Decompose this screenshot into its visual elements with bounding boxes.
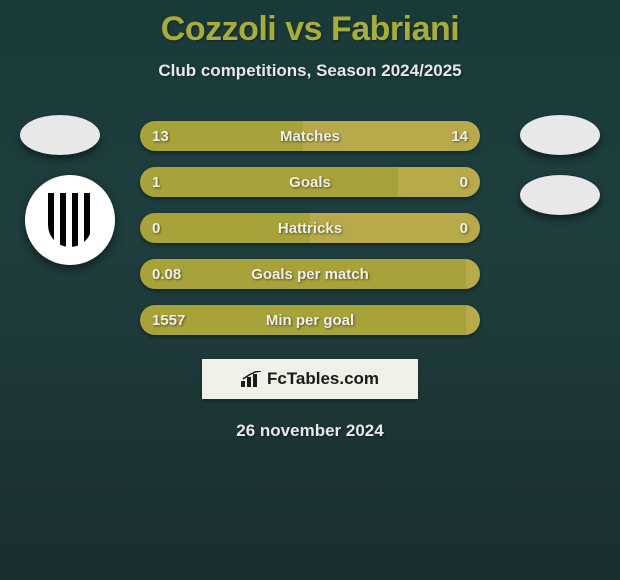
player-right-avatar	[520, 115, 600, 155]
stat-row: 1314Matches	[140, 121, 480, 151]
date-label: 26 november 2024	[0, 421, 620, 441]
stat-label: Min per goal	[140, 305, 480, 335]
brand-text: FcTables.com	[267, 369, 379, 389]
stat-row: 1557Min per goal	[140, 305, 480, 335]
page-title: Cozzoli vs Fabriani	[0, 0, 620, 49]
stat-row: 10Goals	[140, 167, 480, 197]
stat-label: Hattricks	[140, 213, 480, 243]
stat-label: Goals	[140, 167, 480, 197]
stat-label: Goals per match	[140, 259, 480, 289]
club-left-badge	[25, 175, 115, 265]
subtitle: Club competitions, Season 2024/2025	[0, 61, 620, 81]
brand-chart-icon	[241, 371, 263, 387]
stat-label: Matches	[140, 121, 480, 151]
stat-row: 0.08Goals per match	[140, 259, 480, 289]
club-right-badge	[520, 175, 600, 215]
player-left-avatar	[20, 115, 100, 155]
brand-box[interactable]: FcTables.com	[202, 359, 418, 399]
stat-row: 00Hattricks	[140, 213, 480, 243]
stats-container: 1314Matches 10Goals 00Hattricks 0.08Goals p…	[140, 121, 480, 335]
